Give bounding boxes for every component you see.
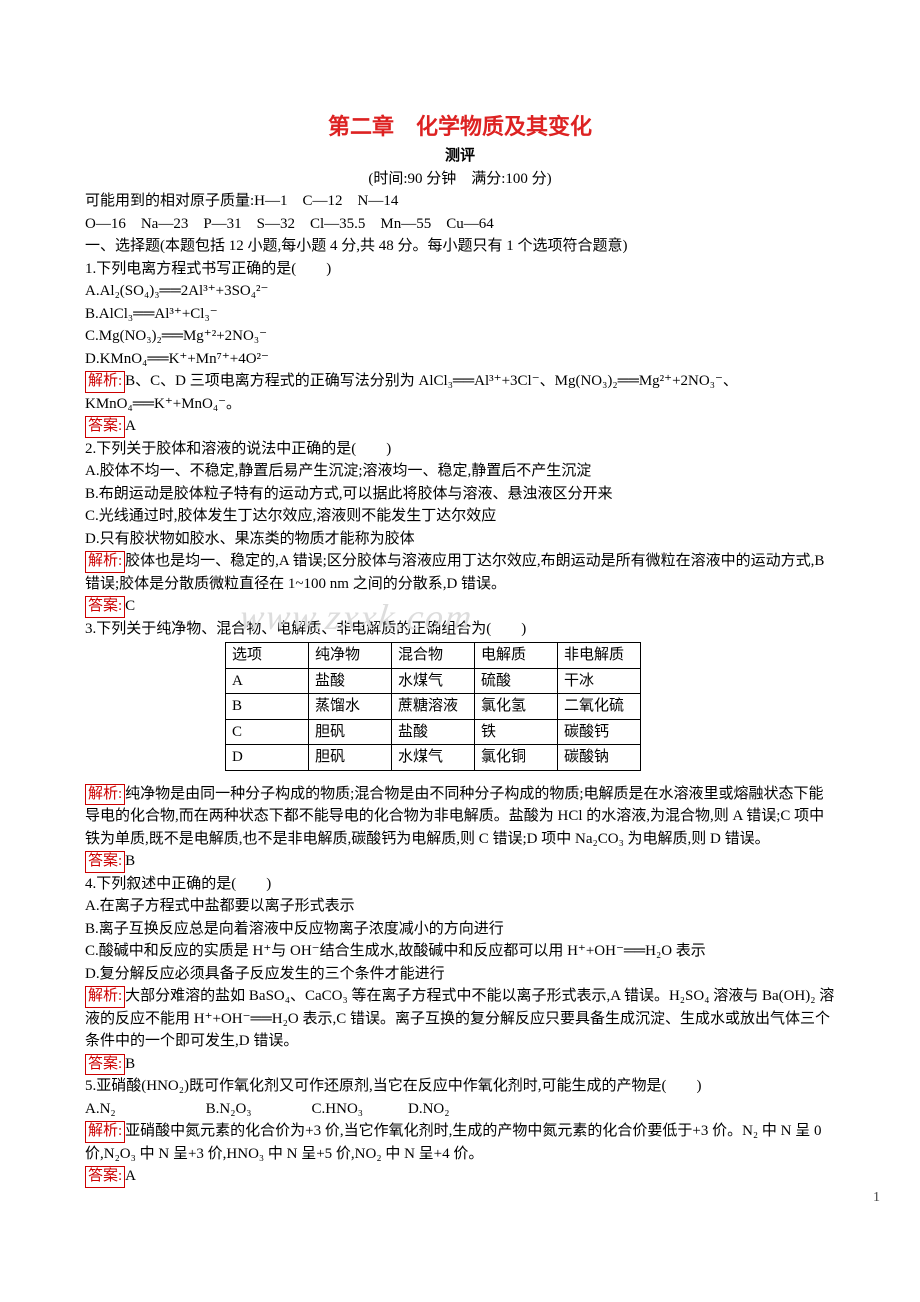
q3-analysis: 解析:纯净物是由同一种分子构成的物质;混合物是由不同种分子构成的物质;电解质是在… — [85, 783, 835, 851]
table-cell: 铁 — [475, 719, 558, 745]
table-cell: 氯化氢 — [475, 694, 558, 720]
q1-analysis-text2: KMnO₄══K⁺+MnO₄⁻。 — [85, 393, 835, 416]
answer-label: 答案: — [85, 1054, 125, 1076]
table-cell: 碳酸钠 — [558, 745, 641, 771]
chapter-title: 第二章 化学物质及其变化 — [85, 110, 835, 143]
q2-analysis-text: 胶体也是均一、稳定的,A 错误;区分胶体与溶液应用丁达尔效应,布朗运动是所有微粒… — [85, 553, 824, 592]
q4-opt-a: A.在离子方程式中盐都要以离子形式表示 — [85, 895, 835, 918]
q2-opt-c: C.光线通过时,胶体发生丁达尔效应,溶液则不能发生丁达尔效应 — [85, 505, 835, 528]
analysis-label: 解析: — [85, 551, 125, 573]
page: www.zxxk.com 第二章 化学物质及其变化 测评 (时间:90 分钟 满… — [0, 0, 920, 1228]
q4-opt-b: B.离子互换反应总是向着溶液中反应物离子浓度减小的方向进行 — [85, 918, 835, 941]
q1-answer: 答案:A — [85, 415, 835, 438]
q3-answer-text: B — [125, 853, 135, 869]
q1-answer-text: A — [125, 418, 136, 434]
q2-answer: 答案:C — [85, 595, 835, 618]
table-cell: 纯净物 — [309, 643, 392, 669]
table-cell: 蒸馏水 — [309, 694, 392, 720]
atomic-mass-2: O—16 Na—23 P—31 S—32 Cl—35.5 Mn—55 Cu—64 — [85, 213, 835, 236]
table-cell: 硫酸 — [475, 668, 558, 694]
subtitle: 测评 — [85, 145, 835, 168]
table-cell: 选项 — [226, 643, 309, 669]
q2-opt-d: D.只有胶状物如胶水、果冻类的物质才能称为胶体 — [85, 528, 835, 551]
table-cell: D — [226, 745, 309, 771]
page-number: 1 — [873, 1187, 880, 1208]
q4-answer-text: B — [125, 1056, 135, 1072]
q5-analysis-text: 亚硝酸中氮元素的化合价为+3 价,当它作氧化剂时,生成的产物中氮元素的化合价要低… — [85, 1123, 822, 1162]
table-row: C 胆矾 盐酸 铁 碳酸钙 — [226, 719, 641, 745]
table-cell: 氯化铜 — [475, 745, 558, 771]
q5-stem: 5.亚硝酸(HNO₂)既可作氧化剂又可作还原剂,当它在反应中作氧化剂时,可能生成… — [85, 1075, 835, 1098]
analysis-label: 解析: — [85, 371, 125, 393]
q4-answer: 答案:B — [85, 1053, 835, 1076]
q3-answer: 答案:B — [85, 850, 835, 873]
q3-stem: 3.下列关于纯净物、混合物、电解质、非电解质的正确组合为( ) — [85, 618, 835, 641]
q4-stem: 4.下列叙述中正确的是( ) — [85, 873, 835, 896]
spacer — [85, 773, 835, 783]
table-cell: 非电解质 — [558, 643, 641, 669]
q1-stem: 1.下列电离方程式书写正确的是( ) — [85, 258, 835, 281]
table-cell: A — [226, 668, 309, 694]
q2-opt-a: A.胶体不均一、不稳定,静置后易产生沉淀;溶液均一、稳定,静置后不产生沉淀 — [85, 460, 835, 483]
time-info: (时间:90 分钟 满分:100 分) — [85, 168, 835, 191]
answer-label: 答案: — [85, 416, 125, 438]
q4-analysis: 解析:大部分难溶的盐如 BaSO₄、CaCO₃ 等在离子方程式中不能以离子形式表… — [85, 985, 835, 1053]
analysis-label: 解析: — [85, 784, 125, 806]
q5-answer-text: A — [125, 1168, 136, 1184]
q1-analysis: 解析:B、C、D 三项电离方程式的正确写法分别为 AlCl₃══Al³⁺+3Cl… — [85, 370, 835, 393]
answer-label: 答案: — [85, 851, 125, 873]
section-heading: 一、选择题(本题包括 12 小题,每小题 4 分,共 48 分。每小题只有 1 … — [85, 235, 835, 258]
q3-table: 选项 纯净物 混合物 电解质 非电解质 A 盐酸 水煤气 硫酸 干冰 B 蒸馏水… — [225, 642, 641, 771]
table-cell: 水煤气 — [392, 668, 475, 694]
table-row: 选项 纯净物 混合物 电解质 非电解质 — [226, 643, 641, 669]
table-row: A 盐酸 水煤气 硫酸 干冰 — [226, 668, 641, 694]
q4-analysis-text: 大部分难溶的盐如 BaSO₄、CaCO₃ 等在离子方程式中不能以离子形式表示,A… — [85, 988, 834, 1049]
q5-opts: A.N₂ B.N₂O₃ C.HNO₃ D.NO₂ — [85, 1098, 835, 1121]
table-cell: 碳酸钙 — [558, 719, 641, 745]
table-cell: 胆矾 — [309, 719, 392, 745]
answer-label: 答案: — [85, 596, 125, 618]
q1-opt-d: D.KMnO₄══K⁺+Mn⁷⁺+4O²⁻ — [85, 348, 835, 371]
q3-analysis-text: 纯净物是由同一种分子构成的物质;混合物是由不同种分子构成的物质;电解质是在水溶液… — [85, 786, 824, 847]
table-cell: 干冰 — [558, 668, 641, 694]
q2-opt-b: B.布朗运动是胶体粒子特有的运动方式,可以据此将胶体与溶液、悬浊液区分开来 — [85, 483, 835, 506]
table-cell: B — [226, 694, 309, 720]
q1-opt-b: B.AlCl₃══Al³⁺+Cl₃⁻ — [85, 303, 835, 326]
table-cell: 盐酸 — [392, 719, 475, 745]
q2-analysis: 解析:胶体也是均一、稳定的,A 错误;区分胶体与溶液应用丁达尔效应,布朗运动是所… — [85, 550, 835, 595]
table-cell: 水煤气 — [392, 745, 475, 771]
table-row: D 胆矾 水煤气 氯化铜 碳酸钠 — [226, 745, 641, 771]
analysis-label: 解析: — [85, 986, 125, 1008]
table-cell: 胆矾 — [309, 745, 392, 771]
q1-opt-a: A.Al₂(SO₄)₃══2Al³⁺+3SO₄²⁻ — [85, 280, 835, 303]
q2-stem: 2.下列关于胶体和溶液的说法中正确的是( ) — [85, 438, 835, 461]
q4-opt-c: C.酸碱中和反应的实质是 H⁺与 OH⁻结合生成水,故酸碱中和反应都可以用 H⁺… — [85, 940, 835, 963]
table-cell: 混合物 — [392, 643, 475, 669]
analysis-label: 解析: — [85, 1121, 125, 1143]
table-row: B 蒸馏水 蔗糖溶液 氯化氢 二氧化硫 — [226, 694, 641, 720]
answer-label: 答案: — [85, 1166, 125, 1188]
table-cell: 电解质 — [475, 643, 558, 669]
q1-opt-c: C.Mg(NO₃)₂══Mg⁺²+2NO₃⁻ — [85, 325, 835, 348]
q2-answer-text: C — [125, 598, 135, 614]
atomic-mass-1: 可能用到的相对原子质量:H—1 C—12 N—14 — [85, 190, 835, 213]
table-cell: 二氧化硫 — [558, 694, 641, 720]
q4-opt-d: D.复分解反应必须具备子反应发生的三个条件才能进行 — [85, 963, 835, 986]
table-cell: C — [226, 719, 309, 745]
q1-analysis-text1: B、C、D 三项电离方程式的正确写法分别为 AlCl₃══Al³⁺+3Cl⁻、M… — [125, 373, 738, 389]
q5-analysis: 解析:亚硝酸中氮元素的化合价为+3 价,当它作氧化剂时,生成的产物中氮元素的化合… — [85, 1120, 835, 1165]
table-cell: 蔗糖溶液 — [392, 694, 475, 720]
q5-answer: 答案:A — [85, 1165, 835, 1188]
table-cell: 盐酸 — [309, 668, 392, 694]
